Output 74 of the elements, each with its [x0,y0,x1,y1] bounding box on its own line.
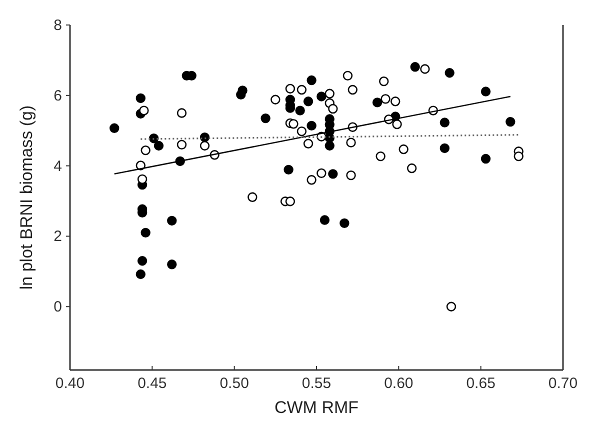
x-tick-label: 0.60 [384,375,414,392]
point [260,113,270,124]
point [285,84,296,94]
point [514,151,524,162]
point [328,104,338,114]
point [136,93,146,104]
x-tick-label: 0.50 [220,375,249,392]
point [406,163,417,174]
point [480,154,491,164]
x-tick-label: 0.65 [466,375,496,392]
x-tick-label: 0.55 [302,375,332,392]
point [176,108,187,118]
y-tick-label: 2 [54,228,62,246]
x-axis-title: CWM RMF [274,398,359,417]
point [392,119,402,130]
point [480,86,491,96]
point [440,118,450,128]
point [380,94,390,104]
point [346,170,356,180]
point [137,256,148,266]
point [137,174,148,184]
point [346,138,356,148]
point [295,106,305,116]
point [167,260,177,270]
point [390,96,400,106]
point [296,84,307,95]
point [200,140,210,151]
point [270,94,280,104]
point [444,68,454,78]
y-axis-title: ln plot BRNI biomass (g) [17,105,36,290]
y-tick-label: 4 [54,158,62,175]
point [303,96,314,106]
point [154,140,164,151]
point [440,143,450,154]
point [284,164,294,175]
point [446,302,456,312]
point [303,138,314,148]
point [398,144,408,154]
point [285,196,296,206]
point [324,140,334,151]
point [176,140,187,150]
y-tick-label: 0 [54,298,62,316]
point [379,76,389,86]
point [306,175,316,185]
point [306,75,316,86]
y-tick-label: 6 [54,87,62,104]
point [316,168,326,178]
point [110,123,120,133]
point [340,218,350,228]
point [376,151,386,162]
point [306,120,316,131]
point [320,215,330,225]
x-tick-label: 0.70 [548,375,578,392]
point [372,98,382,108]
point [140,228,150,238]
point [140,145,150,156]
point [248,192,258,202]
point [420,64,430,74]
point [342,70,353,81]
point [410,62,420,72]
y-tick-label: 8 [54,17,62,34]
point [136,269,146,280]
point [288,119,298,129]
x-tick-label: 0.40 [55,375,85,392]
point [296,126,307,136]
point [328,169,338,179]
point [324,88,334,98]
x-tick-label: 0.45 [138,375,167,392]
point [139,106,149,116]
point [506,116,516,127]
point [348,84,358,95]
point [167,216,177,226]
point [316,92,326,102]
point [238,86,248,96]
